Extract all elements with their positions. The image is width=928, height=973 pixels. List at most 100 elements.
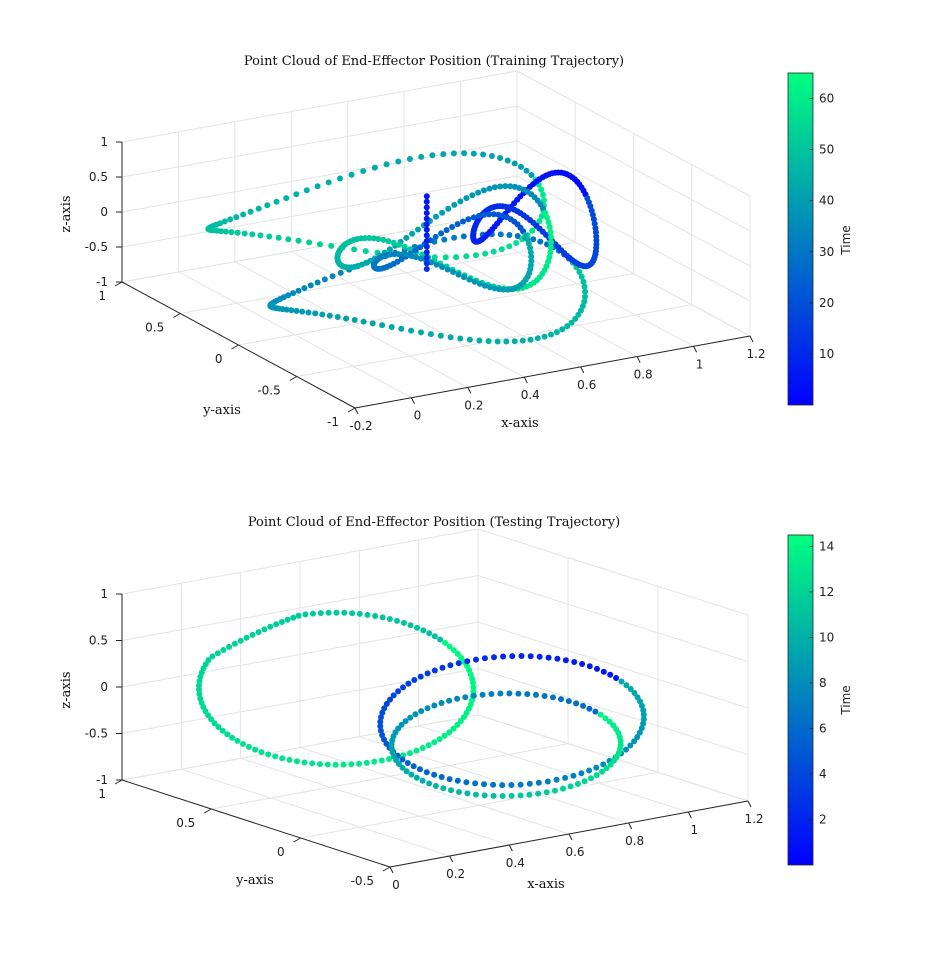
data-point (470, 150, 477, 157)
data-point (540, 197, 547, 204)
data-point (594, 665, 600, 672)
x-axis-line (354, 335, 751, 409)
data-point (586, 663, 593, 670)
data-point (517, 792, 524, 799)
y-tick-label: 0 (215, 352, 223, 366)
data-point (515, 690, 522, 697)
data-point (542, 209, 549, 216)
data-point (602, 715, 609, 722)
data-point (472, 252, 479, 259)
data-point (285, 236, 292, 243)
y-tick-label: -0.5 (351, 874, 374, 888)
data-point (418, 153, 425, 160)
data-point (379, 709, 386, 716)
data-point (627, 686, 634, 692)
data-point (408, 771, 415, 778)
data-point (406, 156, 413, 162)
data-point (581, 298, 588, 305)
x-tick-mark (389, 866, 394, 874)
data-point (457, 335, 464, 342)
data-point (544, 214, 550, 221)
z-tick-label: 1 (100, 587, 108, 601)
x-tick-label: 0.4 (506, 856, 525, 870)
data-point (466, 336, 473, 343)
data-point (507, 183, 514, 190)
data-point (431, 739, 438, 746)
data-point (407, 750, 413, 757)
data-point (436, 736, 443, 743)
data-point (240, 741, 246, 747)
x-tick-mark (467, 387, 472, 394)
grid-line (516, 70, 751, 197)
grid-line (516, 175, 751, 302)
grid-line (211, 743, 569, 810)
data-point (524, 691, 531, 698)
grid-line (359, 736, 629, 824)
data-point (371, 164, 378, 171)
y-tick-mark (231, 344, 239, 350)
data-point (567, 783, 574, 790)
data-point (329, 273, 336, 280)
data-point (448, 787, 454, 794)
x-axis-label: x-axis (501, 416, 538, 431)
data-point (240, 211, 247, 218)
data-point (581, 283, 588, 290)
points-group (205, 150, 600, 345)
data-point (490, 792, 497, 799)
data-point (413, 747, 420, 754)
data-point (299, 308, 306, 315)
data-point (247, 208, 254, 215)
data-point (234, 737, 241, 744)
data-point (386, 756, 393, 762)
grid-line (121, 621, 479, 688)
data-point (222, 228, 229, 235)
data-point (547, 244, 554, 251)
data-point (546, 254, 553, 261)
data-point (417, 244, 424, 251)
data-point (579, 303, 586, 309)
data-point (401, 243, 408, 250)
data-point (419, 745, 426, 751)
colorbar-tick-label: 40 (819, 194, 834, 208)
data-point (461, 274, 467, 281)
data-point (446, 643, 453, 650)
data-point (423, 198, 430, 205)
data-point (360, 168, 367, 174)
data-point (349, 610, 356, 617)
data-point (264, 202, 271, 209)
data-point (533, 691, 539, 698)
data-point (380, 236, 387, 243)
z-tick-label: -1 (96, 275, 108, 289)
data-point (446, 697, 453, 704)
data-point (603, 765, 610, 772)
y-tick-label: -1 (327, 415, 339, 429)
data-point (526, 791, 533, 798)
data-point (503, 338, 510, 345)
data-point (465, 216, 472, 223)
data-point (241, 230, 248, 237)
data-point (553, 329, 560, 336)
grid-line (418, 725, 689, 813)
plot-training: Point Cloud of End-Effector Position (Tr… (59, 54, 853, 433)
data-point (293, 191, 300, 198)
z-tick-label: 0 (100, 680, 108, 694)
data-point (286, 756, 293, 763)
z-tick-label: -0.5 (85, 240, 108, 254)
data-point (451, 234, 458, 241)
data-point (423, 238, 430, 244)
data-point (518, 163, 524, 170)
data-point (506, 690, 513, 697)
data-point (379, 614, 386, 621)
data-point (491, 654, 497, 661)
data-point (415, 226, 421, 233)
data-point (293, 307, 300, 314)
grid-line (181, 768, 450, 857)
data-point (310, 610, 316, 617)
data-point (527, 653, 534, 660)
data-point (226, 643, 233, 650)
data-point (511, 338, 518, 345)
z-tick-label: 0 (100, 205, 108, 219)
data-point (408, 327, 415, 334)
data-point (424, 705, 431, 712)
ticks-group: -1-0.500.51-1-0.500.51-0.200.20.40.60.81… (85, 135, 766, 433)
